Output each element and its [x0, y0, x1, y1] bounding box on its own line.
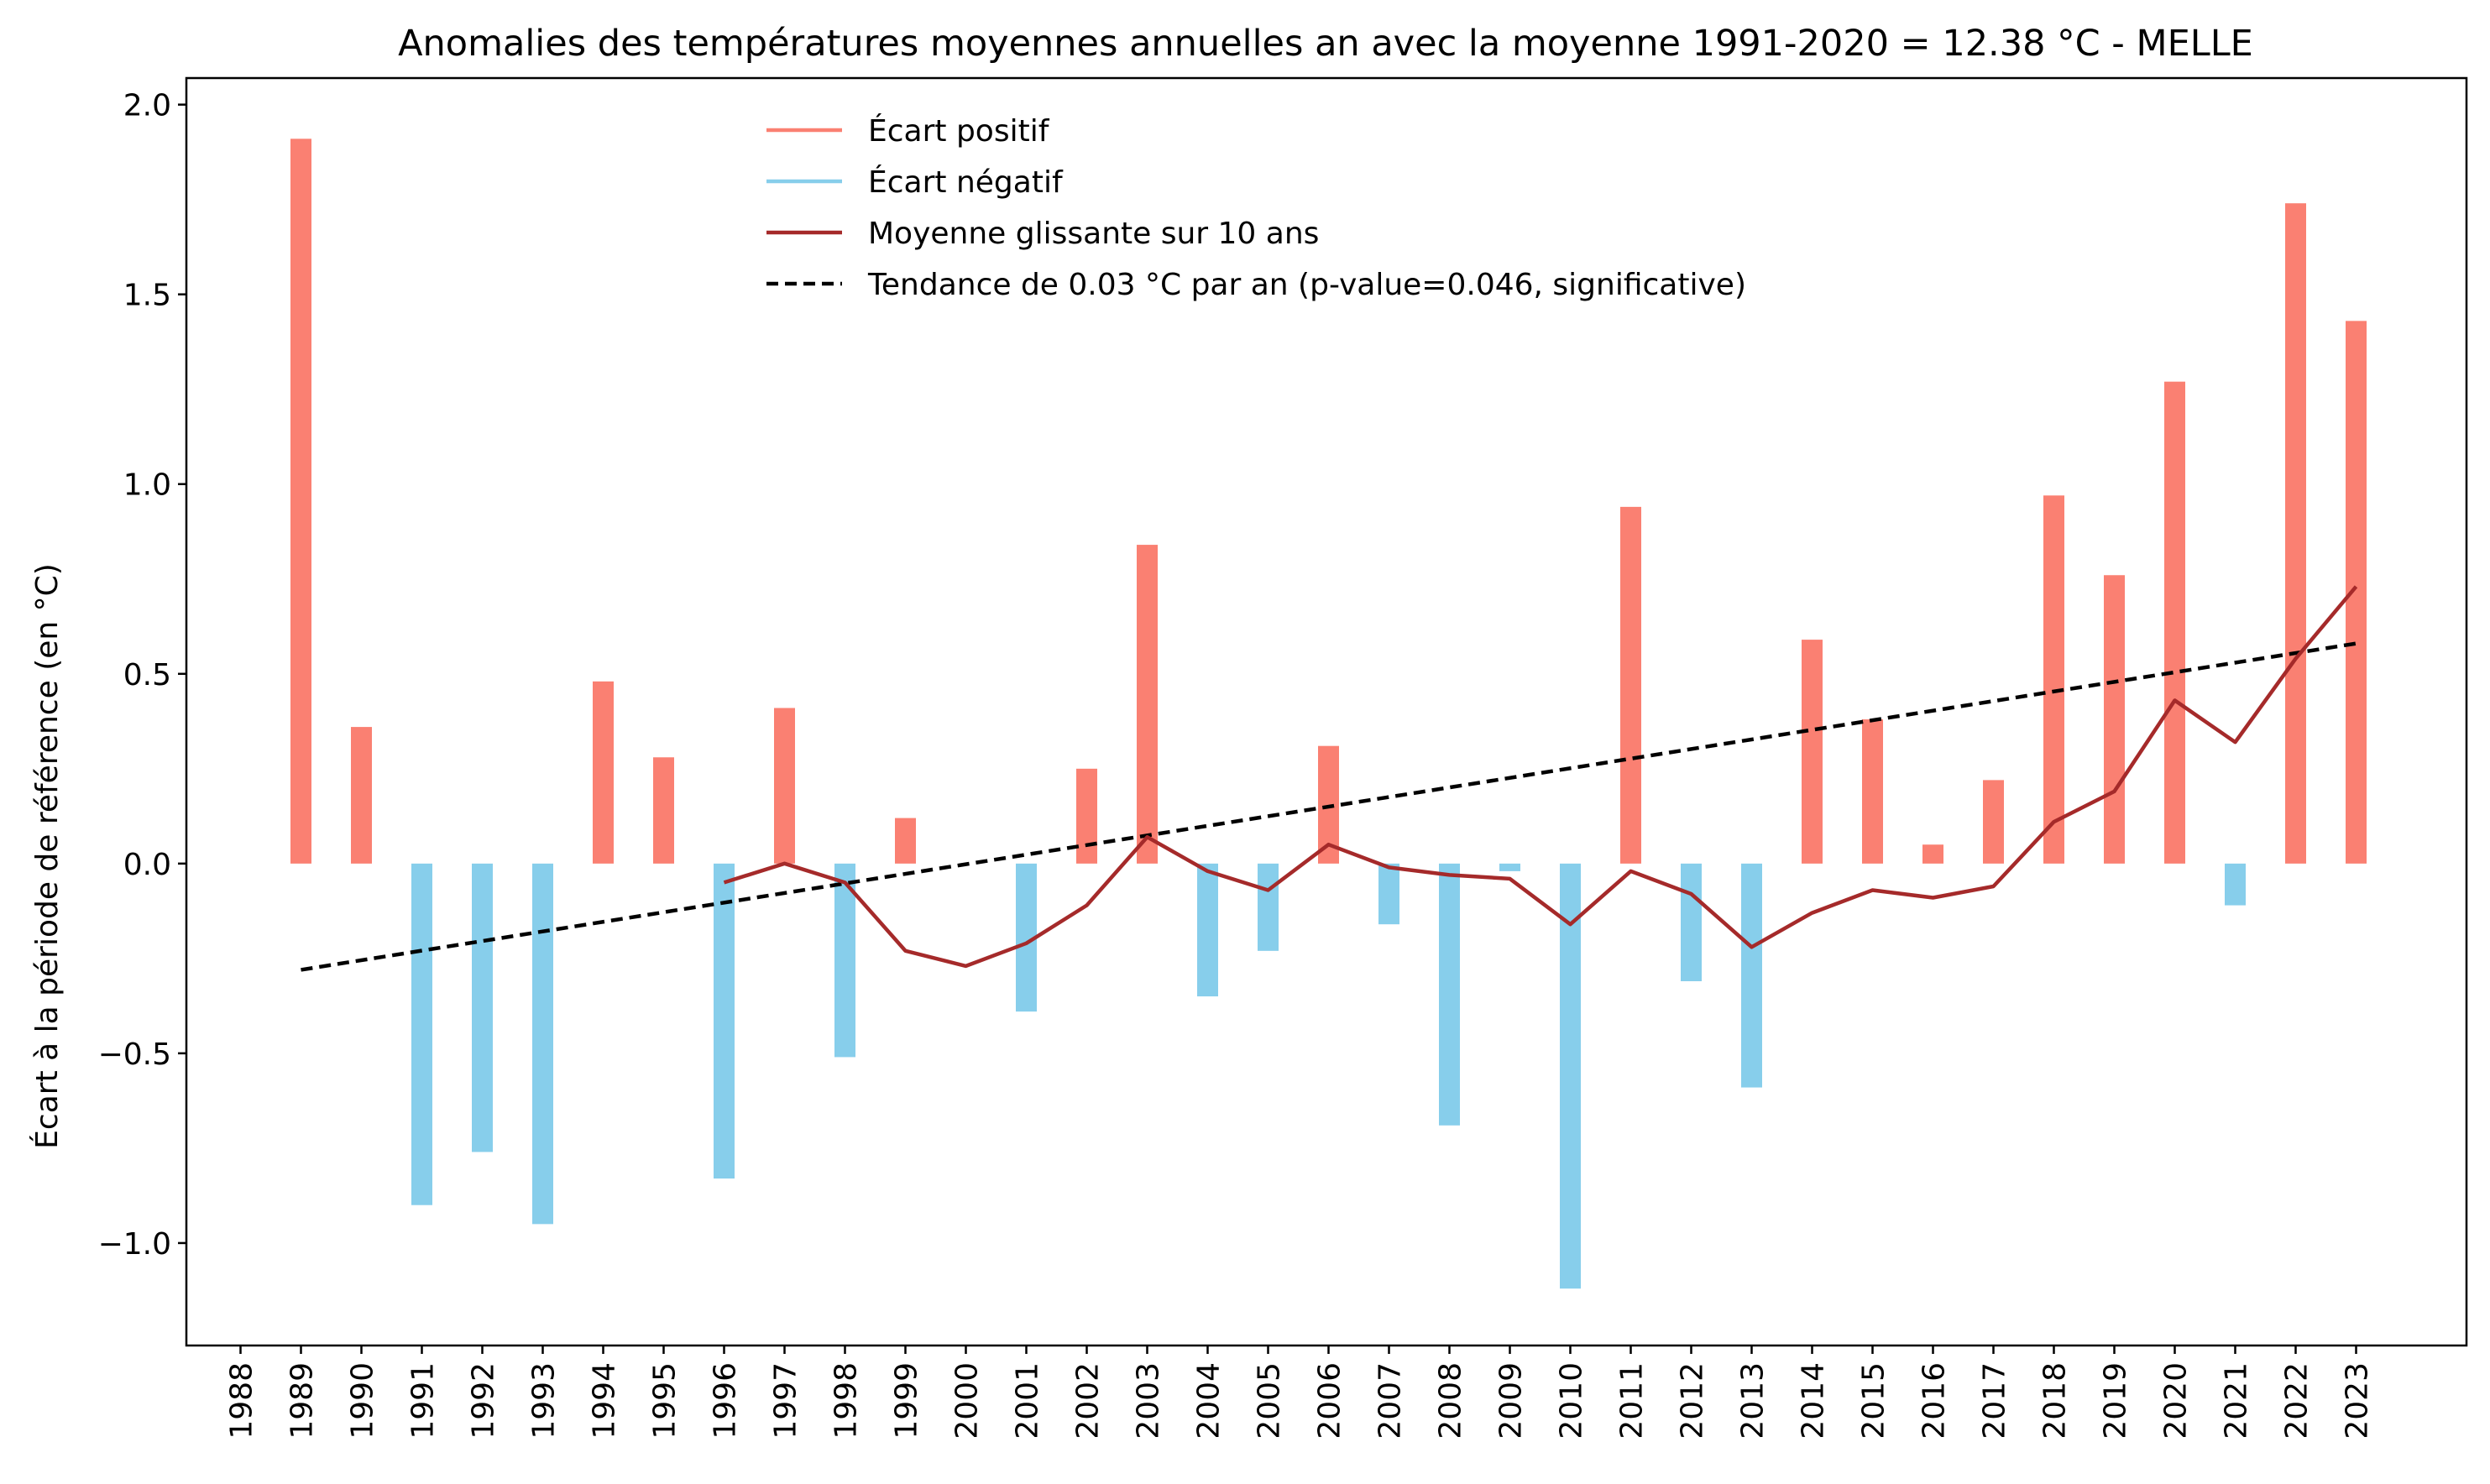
- x-tick-label: 2011: [1615, 1362, 1650, 1440]
- x-axis: 1988 1989 1990 1991 1992 1993 1994 1995 1996 1997…: [225, 1346, 2375, 1440]
- bars-layer: [290, 138, 2367, 1289]
- bar-2009: [1499, 863, 1520, 871]
- x-tick-label: 2004: [1192, 1362, 1227, 1440]
- bar-1997: [774, 708, 795, 864]
- x-tick-label: 2014: [1797, 1362, 1831, 1440]
- bar-2019: [2104, 575, 2125, 864]
- x-tick-label: 2006: [1313, 1362, 1347, 1440]
- bar-2023: [2346, 321, 2367, 864]
- x-tick-label: 2000: [950, 1362, 985, 1440]
- x-tick-label: 2003: [1132, 1362, 1166, 1440]
- bar-2011: [1620, 506, 1641, 864]
- legend-label-trend: Tendance de 0.03 °C par an (p-value=0.04…: [867, 268, 1746, 302]
- bar-2012: [1681, 863, 1702, 981]
- x-tick-label: 2020: [2159, 1362, 2194, 1440]
- bar-1991: [411, 863, 432, 1205]
- x-tick-label: 1999: [890, 1362, 924, 1440]
- bar-2005: [1258, 863, 1279, 951]
- bar-2021: [2225, 863, 2246, 906]
- bar-2020: [2164, 381, 2185, 864]
- y-tick-label: 0.0: [123, 848, 171, 882]
- chart-title: Anomalies des températures moyennes annu…: [398, 23, 2253, 65]
- x-tick-label: 2012: [1676, 1362, 1710, 1440]
- bar-1996: [714, 863, 735, 1179]
- x-tick-label: 2021: [2220, 1362, 2254, 1440]
- rolling-mean-line: [723, 585, 2358, 969]
- legend-label-positive: Écart positif: [868, 113, 1050, 149]
- x-tick-label: 1997: [769, 1362, 803, 1440]
- y-tick-label: −0.5: [98, 1037, 171, 1072]
- bar-2010: [1560, 863, 1581, 1289]
- x-tick-label: 2009: [1494, 1362, 1529, 1440]
- bar-1995: [653, 757, 674, 864]
- lines-layer: [301, 585, 2358, 972]
- x-tick-label: 1991: [406, 1362, 441, 1440]
- bar-1989: [290, 138, 311, 864]
- x-tick-label: 2018: [2038, 1362, 2073, 1440]
- bar-2014: [1802, 640, 1823, 864]
- bar-1999: [895, 818, 916, 864]
- y-tick-label: 0.5: [123, 658, 171, 692]
- x-tick-label: 2015: [1857, 1362, 1891, 1440]
- bar-1993: [532, 863, 553, 1225]
- y-tick-label: 2.0: [123, 89, 171, 123]
- bar-2013: [1741, 863, 1762, 1088]
- bar-2015: [1862, 719, 1883, 864]
- x-tick-label: 2010: [1555, 1362, 1589, 1440]
- bar-2007: [1378, 863, 1399, 925]
- y-axis-label: Écart à la période de référence (en °C): [29, 563, 65, 1149]
- x-tick-label: 2023: [2341, 1362, 2375, 1440]
- legend-label-rolling: Moyenne glissante sur 10 ans: [868, 217, 1319, 251]
- bar-2016: [1922, 844, 1943, 864]
- bar-1998: [834, 863, 855, 1058]
- x-tick-label: 1988: [225, 1362, 259, 1440]
- plot-frame: [185, 76, 2468, 1347]
- x-tick-label: 2008: [1434, 1362, 1468, 1440]
- x-tick-label: 2001: [1011, 1362, 1045, 1440]
- bar-1994: [593, 681, 614, 864]
- y-tick-label: 1.0: [123, 468, 171, 503]
- x-tick-label: 1993: [527, 1362, 562, 1440]
- bar-1992: [472, 863, 493, 1152]
- x-tick-label: 2022: [2280, 1362, 2315, 1440]
- legend-label-negative: Écart négatif: [868, 165, 1064, 200]
- y-tick-label: 1.5: [123, 279, 171, 313]
- x-tick-label: 2013: [1736, 1362, 1771, 1440]
- x-tick-label: 1995: [648, 1362, 683, 1440]
- bar-2004: [1197, 863, 1218, 997]
- x-tick-label: 1992: [467, 1362, 501, 1440]
- x-tick-label: 2019: [2099, 1362, 2133, 1440]
- x-tick-label: 1989: [285, 1362, 320, 1440]
- y-axis: −1.0 −0.5 0.0 0.5 1.0 1.5 2.0: [98, 89, 186, 1262]
- trend-line: [301, 641, 2357, 972]
- y-tick-label: −1.0: [98, 1227, 171, 1262]
- x-tick-label: 2017: [1978, 1362, 2012, 1440]
- bar-2003: [1137, 545, 1158, 864]
- x-tick-label: 1990: [346, 1362, 380, 1440]
- x-tick-label: 1996: [709, 1362, 743, 1440]
- bar-2018: [2043, 495, 2064, 864]
- bar-1990: [351, 727, 372, 864]
- x-tick-label: 2002: [1071, 1362, 1106, 1440]
- x-tick-label: 2016: [1917, 1362, 1952, 1440]
- bar-2008: [1439, 863, 1460, 1126]
- x-tick-label: 2007: [1373, 1362, 1408, 1440]
- bar-2017: [1983, 780, 2004, 864]
- bar-2002: [1076, 768, 1097, 864]
- bar-2022: [2285, 203, 2306, 864]
- x-tick-label: 2005: [1253, 1362, 1287, 1440]
- x-tick-label: 1994: [588, 1362, 622, 1440]
- legend: Écart positif Écart négatif Moyenne glissa…: [766, 113, 1746, 302]
- x-tick-label: 1998: [829, 1362, 864, 1440]
